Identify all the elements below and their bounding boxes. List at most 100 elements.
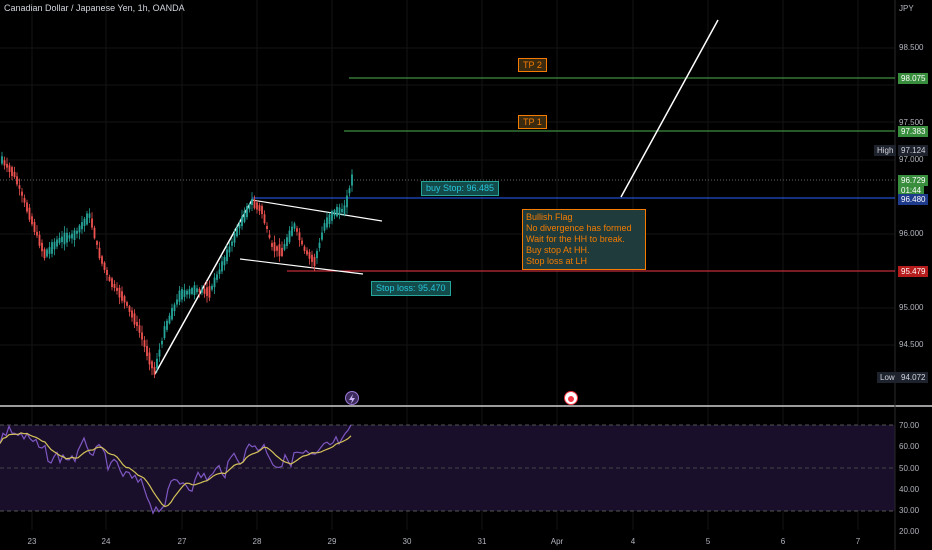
candle-body <box>128 306 131 312</box>
candle-body <box>126 302 128 306</box>
candle-body <box>193 285 196 296</box>
candle-body <box>103 262 106 270</box>
candle-body <box>36 231 38 236</box>
candle-body <box>226 249 228 262</box>
candle-body <box>173 304 176 312</box>
candle-body <box>1 156 3 164</box>
x-tick: 4 <box>630 537 636 546</box>
candle-body <box>21 191 23 196</box>
candle-body <box>93 227 96 239</box>
candle-body <box>278 244 281 257</box>
candle-body <box>88 213 91 218</box>
tp2-price-tag: 98.075 <box>898 73 929 84</box>
candle-body <box>118 287 121 298</box>
candle-body <box>33 222 36 232</box>
currency-label: JPY <box>899 4 914 13</box>
record-icon[interactable] <box>564 391 578 405</box>
x-tick: 31 <box>477 537 487 546</box>
buy-stop-label[interactable]: buy Stop: 96.485 <box>421 181 500 196</box>
candle-body <box>216 274 218 280</box>
candle-body <box>231 241 233 246</box>
candle-body <box>348 188 351 194</box>
candle-body <box>208 286 211 298</box>
y-tick: 94.500 <box>899 340 924 349</box>
rsi-tick: 40.00 <box>899 485 920 494</box>
candle-body <box>191 288 193 294</box>
candle-body <box>151 361 153 369</box>
candle-body <box>263 214 266 224</box>
high-price-tag: 97.124 <box>898 145 929 156</box>
candle-body <box>28 207 31 220</box>
y-tick: 95.000 <box>899 303 924 312</box>
candle-body <box>328 214 331 224</box>
candle-body <box>31 216 33 225</box>
candle-body <box>51 242 53 254</box>
candle-body <box>61 236 63 243</box>
candle-body <box>11 167 13 176</box>
candle-body <box>138 325 141 333</box>
candle-body <box>241 216 243 227</box>
candle-body <box>106 269 108 276</box>
candle-body <box>223 256 226 266</box>
y-tick: 96.000 <box>899 229 924 238</box>
candle-body <box>248 204 251 210</box>
candle-body <box>63 232 66 245</box>
candle-body <box>311 254 313 262</box>
candle-body <box>198 288 201 293</box>
countdown-tag: 01:44 <box>898 185 925 196</box>
candle-body <box>306 250 308 255</box>
candle-body <box>16 176 18 185</box>
candle-body <box>146 345 148 357</box>
flag-upper-line <box>251 199 383 222</box>
y-tick: 97.000 <box>899 155 924 164</box>
candle-body <box>13 171 16 177</box>
candle-body <box>43 249 46 259</box>
candle-body <box>141 332 143 340</box>
note-line: Wait for the HH to break. <box>526 234 625 244</box>
candle-body <box>181 289 183 300</box>
candle-body <box>156 358 158 369</box>
y-tick: 97.500 <box>899 118 924 127</box>
x-tick: 30 <box>402 537 412 546</box>
tp1-label[interactable]: TP 1 <box>518 115 547 129</box>
candle-body <box>336 206 338 217</box>
tp1-price-tag: 97.383 <box>898 126 929 137</box>
candle-body <box>53 241 56 250</box>
note-line: Buy stop At HH. <box>526 245 590 255</box>
chart-title: Canadian Dollar / Japanese Yen, 1h, OAND… <box>4 3 185 13</box>
candle-body <box>101 256 103 264</box>
candle-body <box>276 246 278 251</box>
candle-body <box>313 256 316 266</box>
candle-body <box>338 207 341 215</box>
candle-body <box>291 226 293 236</box>
candle-body <box>166 320 168 330</box>
stop-loss-label[interactable]: Stop loss: 95.470 <box>371 281 451 296</box>
candle-body <box>243 210 246 222</box>
candle-body <box>131 310 133 318</box>
lightning-icon[interactable] <box>345 391 359 405</box>
candle-body <box>333 209 336 216</box>
candle-body <box>171 307 173 320</box>
low-label: Low <box>877 372 898 383</box>
candle-body <box>76 230 78 234</box>
candle-body <box>258 205 261 211</box>
candle-body <box>308 252 311 259</box>
candle-body <box>73 230 76 240</box>
candle-body <box>133 313 136 325</box>
candle-body <box>211 285 213 290</box>
candle-body <box>68 235 71 239</box>
rsi-line <box>0 424 352 515</box>
candle-body <box>143 340 146 347</box>
candle-body <box>116 287 118 291</box>
candle-body <box>38 234 41 246</box>
rsi-tick: 30.00 <box>899 506 920 515</box>
bullish-flag-note[interactable]: Bullish Flag No divergence has formed Wa… <box>522 209 646 270</box>
candle-body <box>113 284 116 288</box>
candle-body <box>121 291 123 301</box>
candle-body <box>316 251 318 259</box>
candle-body <box>86 213 88 225</box>
candle-body <box>271 243 273 247</box>
stop-price-tag: 95.479 <box>898 266 929 277</box>
tp2-label[interactable]: TP 2 <box>518 58 547 72</box>
